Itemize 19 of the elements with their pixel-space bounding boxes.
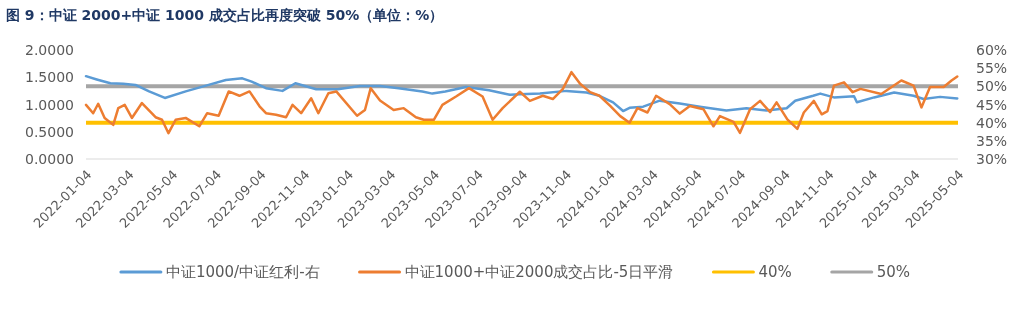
- y-tick-label: 0.5000: [25, 123, 74, 140]
- y2-tick-label: 30%: [976, 151, 1008, 167]
- legend-label: 中证1000/中证红利-右: [165, 263, 320, 281]
- y2-tick-label: 50%: [976, 78, 1008, 95]
- y2-tick-label: 55%: [976, 60, 1008, 77]
- y-tick-label: 1.0000: [25, 96, 74, 113]
- y2-tick-label: 40%: [976, 114, 1008, 131]
- line-series: [84, 74, 959, 113]
- legend-label: 40%: [758, 263, 792, 281]
- y2-tick-label: 60%: [976, 42, 1008, 58]
- y-tick-label: 0.0000: [25, 151, 74, 167]
- legend-label: 中证1000+中证2000成交占比-5日平滑: [404, 263, 674, 281]
- chart-title: 图 9：中证 2000+中证 1000 成交占比再度突破 50%（单位：%）: [6, 7, 444, 23]
- legend-label: 50%: [876, 263, 911, 281]
- y-tick-label: 1.5000: [25, 69, 74, 86]
- y-tick-label: 2.0000: [25, 42, 74, 58]
- y2-tick-label: 45%: [976, 96, 1008, 113]
- y2-tick-label: 35%: [976, 132, 1008, 149]
- line-series: [84, 70, 959, 135]
